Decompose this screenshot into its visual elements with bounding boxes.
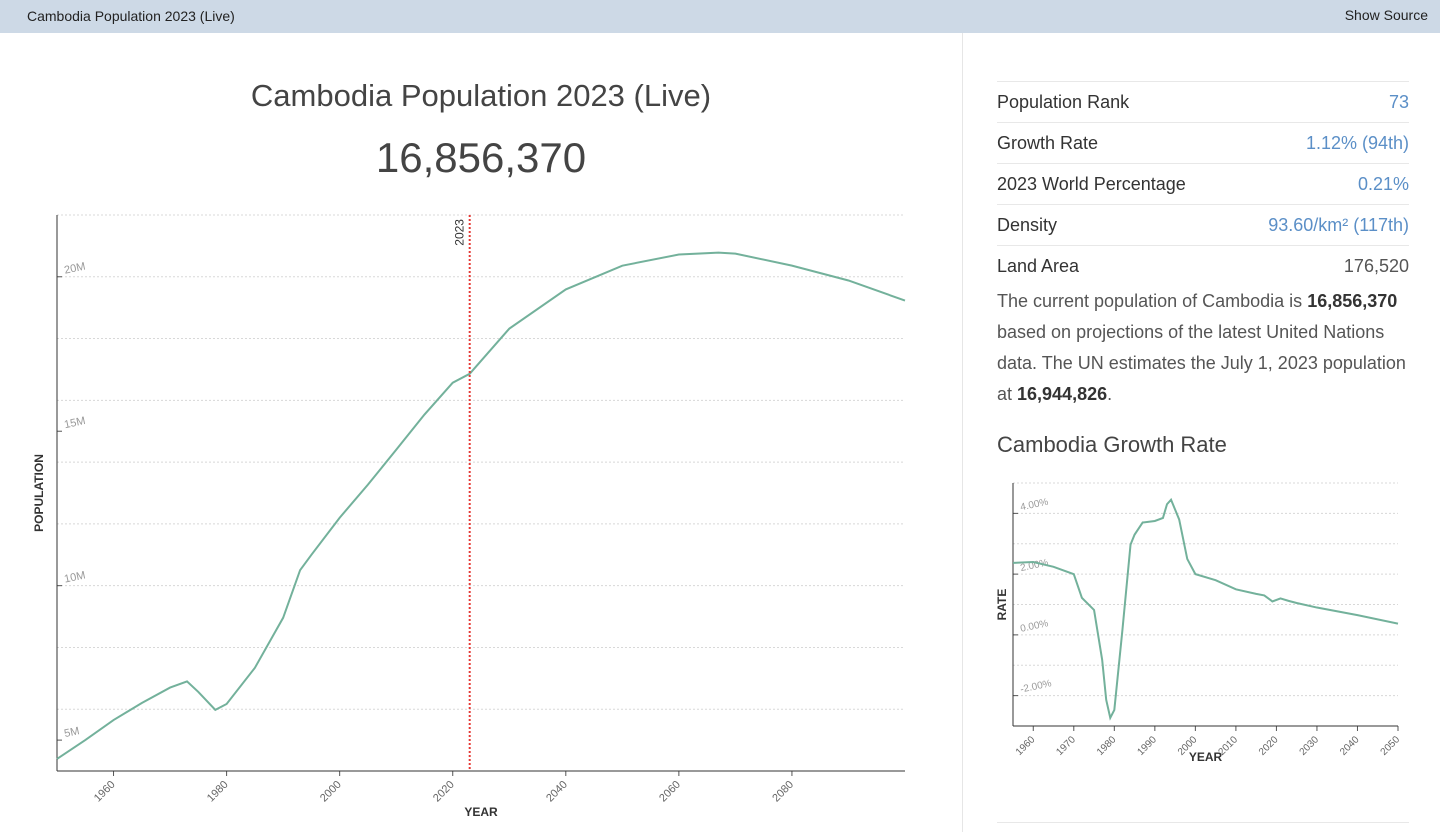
current-year-label: 2023 — [453, 219, 467, 246]
stat-row: Density 93.60/km² (117th) — [997, 204, 1409, 246]
stat-row: Land Area 176,520 — [997, 245, 1409, 287]
x-tick-label: 2000 — [318, 779, 344, 805]
emphasis: 16,856,370 — [1307, 291, 1398, 311]
x-axis-label: YEAR — [464, 805, 498, 819]
data-line — [1012, 497, 1399, 721]
text: The current population of Cambodia is — [997, 291, 1308, 311]
chart-title: Cambodia Growth Rate — [997, 432, 1227, 457]
text: . — [1107, 384, 1113, 404]
x-tick-label: 2020 — [1257, 734, 1281, 758]
x-tick-label: 1970 — [1054, 734, 1078, 758]
x-tick-label: 1980 — [205, 779, 231, 805]
stat-label: Land Area — [997, 256, 1080, 276]
stat-value: 176,520 — [1343, 256, 1409, 276]
y-tick-label: 5M — [63, 725, 80, 740]
page-title: Cambodia Population 2023 (Live) — [250, 78, 712, 113]
stat-row: Growth Rate 1.12% (94th) — [997, 122, 1409, 164]
stat-value: 1.12% (94th) — [1305, 133, 1409, 153]
show-source-button[interactable]: Show Source — [1344, 7, 1428, 23]
stat-row: Population Rank 73 — [997, 81, 1409, 123]
stat-label: Population Rank — [997, 92, 1130, 112]
x-tick-label: 1980 — [1095, 734, 1119, 758]
header-bar: Cambodia Population 2023 (Live) Show Sou… — [0, 0, 1440, 33]
live-population: 16,856,370 — [375, 134, 587, 181]
x-tick-label: 2080 — [770, 779, 796, 805]
y-tick-label: 0.00% — [1019, 618, 1049, 635]
x-tick-label: 2060 — [657, 779, 683, 805]
x-tick-label: 1960 — [1014, 734, 1038, 758]
y-tick-label: 4.00% — [1019, 497, 1049, 514]
stat-label: 2023 World Percentage — [997, 174, 1186, 194]
y-tick-label: 20M — [63, 261, 86, 277]
stat-value: 93.60/km² (117th) — [1268, 215, 1409, 235]
y-tick-label: 10M — [63, 569, 86, 585]
y-axis-label: POPULATION — [32, 454, 46, 532]
x-tick-label: 2020 — [431, 779, 457, 805]
text: based on projections of the latest Unite… — [997, 322, 1406, 404]
emphasis: 16,944,826 — [1017, 384, 1108, 404]
x-tick-label: 1990 — [1135, 734, 1159, 758]
stat-row: 2023 World Percentage 0.21% — [997, 163, 1409, 205]
x-axis-label: YEAR — [1189, 750, 1223, 764]
stat-value: 0.21% — [1357, 174, 1409, 194]
x-tick-label: 2050 — [1379, 734, 1403, 758]
x-tick-label: 2040 — [1338, 734, 1362, 758]
stat-value: 73 — [1388, 92, 1409, 112]
separator — [997, 822, 1409, 823]
y-axis-label: RATE — [995, 589, 1009, 621]
divider — [962, 33, 963, 832]
data-line — [56, 251, 906, 760]
stat-label: Density — [997, 215, 1058, 235]
description: The current population of Cambodia is 16… — [997, 286, 1412, 410]
y-tick-label: -2.00% — [1019, 678, 1052, 695]
stat-label: Growth Rate — [997, 133, 1099, 153]
x-tick-label: 2040 — [544, 779, 570, 805]
x-tick-label: 1960 — [92, 779, 118, 805]
y-tick-label: 15M — [63, 415, 86, 431]
header-title: Cambodia Population 2023 (Live) — [27, 8, 235, 24]
x-tick-label: 2030 — [1298, 734, 1322, 758]
